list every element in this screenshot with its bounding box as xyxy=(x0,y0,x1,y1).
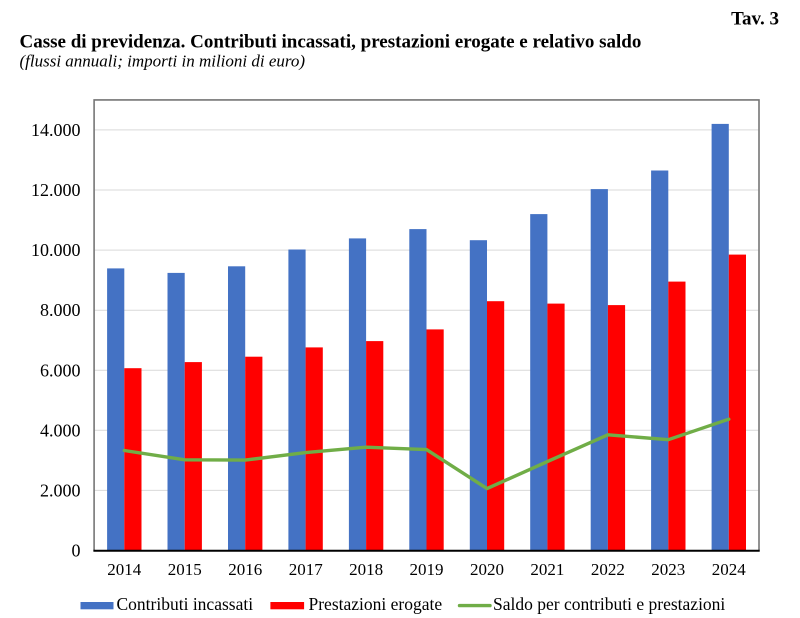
svg-text:2023: 2023 xyxy=(651,560,685,579)
svg-text:2.000: 2.000 xyxy=(40,480,81,500)
svg-text:0: 0 xyxy=(72,541,81,561)
svg-text:Tav. 3: Tav. 3 xyxy=(731,9,779,30)
svg-text:6.000: 6.000 xyxy=(40,360,81,380)
svg-text:(flussi annuali; importi in mi: (flussi annuali; importi in milioni di e… xyxy=(20,52,306,71)
svg-text:2022: 2022 xyxy=(591,560,625,579)
svg-text:2020: 2020 xyxy=(470,560,504,579)
svg-text:14.000: 14.000 xyxy=(31,120,81,140)
svg-text:8.000: 8.000 xyxy=(40,300,81,320)
svg-text:2017: 2017 xyxy=(289,560,324,579)
svg-text:Contributi incassati: Contributi incassati xyxy=(117,594,254,614)
svg-text:Saldo per contributi e prestaz: Saldo per contributi e prestazioni xyxy=(493,594,725,614)
svg-text:2024: 2024 xyxy=(712,560,747,579)
svg-text:Prestazioni erogate: Prestazioni erogate xyxy=(309,594,443,614)
svg-text:2015: 2015 xyxy=(168,560,202,579)
svg-text:12.000: 12.000 xyxy=(31,180,81,200)
svg-text:2019: 2019 xyxy=(410,560,444,579)
svg-text:Casse di previdenza. Contribut: Casse di previdenza. Contributi incassat… xyxy=(20,31,642,52)
svg-text:2021: 2021 xyxy=(530,560,564,579)
svg-text:2014: 2014 xyxy=(107,560,142,579)
svg-text:10.000: 10.000 xyxy=(31,240,81,260)
svg-text:2016: 2016 xyxy=(228,560,262,579)
svg-text:4.000: 4.000 xyxy=(40,420,81,440)
svg-text:2018: 2018 xyxy=(349,560,383,579)
